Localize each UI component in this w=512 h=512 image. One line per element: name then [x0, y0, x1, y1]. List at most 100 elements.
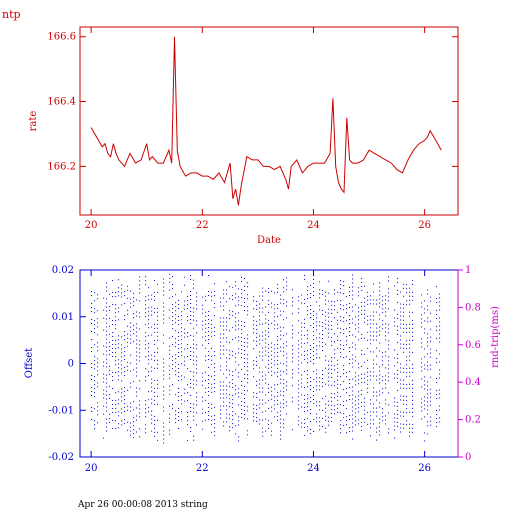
offset-point [298, 360, 300, 362]
offset-point [361, 393, 363, 395]
offset-point [385, 403, 387, 405]
offset-point [235, 337, 237, 339]
offset-point [283, 395, 285, 397]
offset-point [355, 360, 357, 362]
offset-point [193, 287, 195, 289]
offset-point [220, 321, 222, 323]
offset-point [322, 374, 324, 375]
offset-point [301, 422, 303, 424]
offset-point [124, 399, 126, 401]
offset-point [361, 305, 363, 307]
offset-point [334, 405, 336, 407]
offset-point [214, 431, 216, 433]
offset-point [316, 421, 318, 423]
offset-point [94, 396, 96, 398]
offset-point [403, 319, 405, 321]
offset-point [319, 293, 321, 295]
offset-point [412, 311, 414, 313]
offset-point [181, 291, 183, 293]
offset-point [226, 397, 228, 399]
offset-point [190, 407, 192, 408]
offset-point [367, 375, 369, 377]
offset-point [265, 306, 267, 308]
offset-point [286, 281, 288, 283]
offset-point [352, 342, 354, 344]
offset-point [172, 336, 174, 338]
offset-point [253, 328, 255, 330]
offset-point [346, 336, 348, 338]
offset-point [436, 314, 438, 316]
offset-point [259, 335, 261, 337]
offset-point [109, 333, 111, 335]
offset-point [388, 344, 390, 346]
offset-point [286, 353, 288, 355]
offset-point [409, 343, 411, 345]
offset-point [208, 415, 210, 416]
offset-point [193, 339, 195, 341]
offset-point [229, 342, 231, 344]
offset-point [118, 279, 120, 281]
offset-point [181, 343, 183, 345]
offset-point [340, 280, 342, 282]
offset-point [265, 314, 267, 316]
offset-point [286, 305, 288, 307]
offset-point [319, 409, 321, 411]
offset-point [307, 294, 309, 296]
offset-point [319, 297, 321, 299]
offset-point [97, 386, 99, 388]
offset-point [184, 364, 186, 366]
offset-point [313, 291, 315, 292]
offset-point [397, 381, 399, 383]
offset-point [337, 347, 339, 349]
offset-point [154, 327, 156, 329]
offset-point [178, 348, 180, 349]
offset-point [376, 335, 378, 337]
offset-point [136, 343, 138, 345]
offset-point [331, 328, 333, 330]
offset-point [115, 400, 117, 402]
offset-point [181, 323, 183, 325]
offset-point [223, 309, 225, 311]
offset-point [358, 339, 360, 341]
offset-point [253, 316, 255, 318]
offset-point [397, 413, 399, 415]
offset-point [109, 345, 111, 347]
offset-point [346, 408, 348, 410]
offset-point [154, 367, 156, 369]
offset-point [196, 300, 198, 302]
offset-point [412, 327, 414, 329]
offset-point [400, 339, 402, 341]
offset-point [307, 362, 309, 364]
offset-point [127, 421, 129, 423]
offset-point [196, 424, 198, 426]
offset-point [115, 412, 117, 414]
offset-point [184, 356, 186, 358]
offset-point [412, 387, 414, 389]
offset-point [265, 322, 267, 324]
offset-point [277, 335, 279, 337]
offset-point [388, 372, 390, 374]
offset-point [349, 291, 351, 292]
offset-point [163, 442, 165, 444]
offset-point [244, 346, 246, 347]
offset-point [118, 287, 120, 289]
offset-point [334, 341, 336, 343]
offset-point [277, 343, 279, 345]
offset-point [352, 394, 354, 396]
offset-point [256, 340, 258, 342]
offset-point [349, 415, 351, 416]
offset-point [106, 406, 108, 408]
offset-point [133, 305, 135, 307]
offset-point [244, 418, 246, 419]
offset-point [370, 303, 372, 305]
offset-point [361, 421, 363, 423]
offset-point [193, 311, 195, 313]
offset-point [154, 351, 156, 353]
offset-point [163, 290, 165, 292]
offset-point [265, 330, 267, 332]
offset-point [313, 331, 315, 332]
offset-point [352, 418, 354, 420]
offset-point [112, 412, 114, 413]
rtt-ytick-label: 0.8 [465, 302, 481, 313]
offset-point [421, 326, 423, 328]
